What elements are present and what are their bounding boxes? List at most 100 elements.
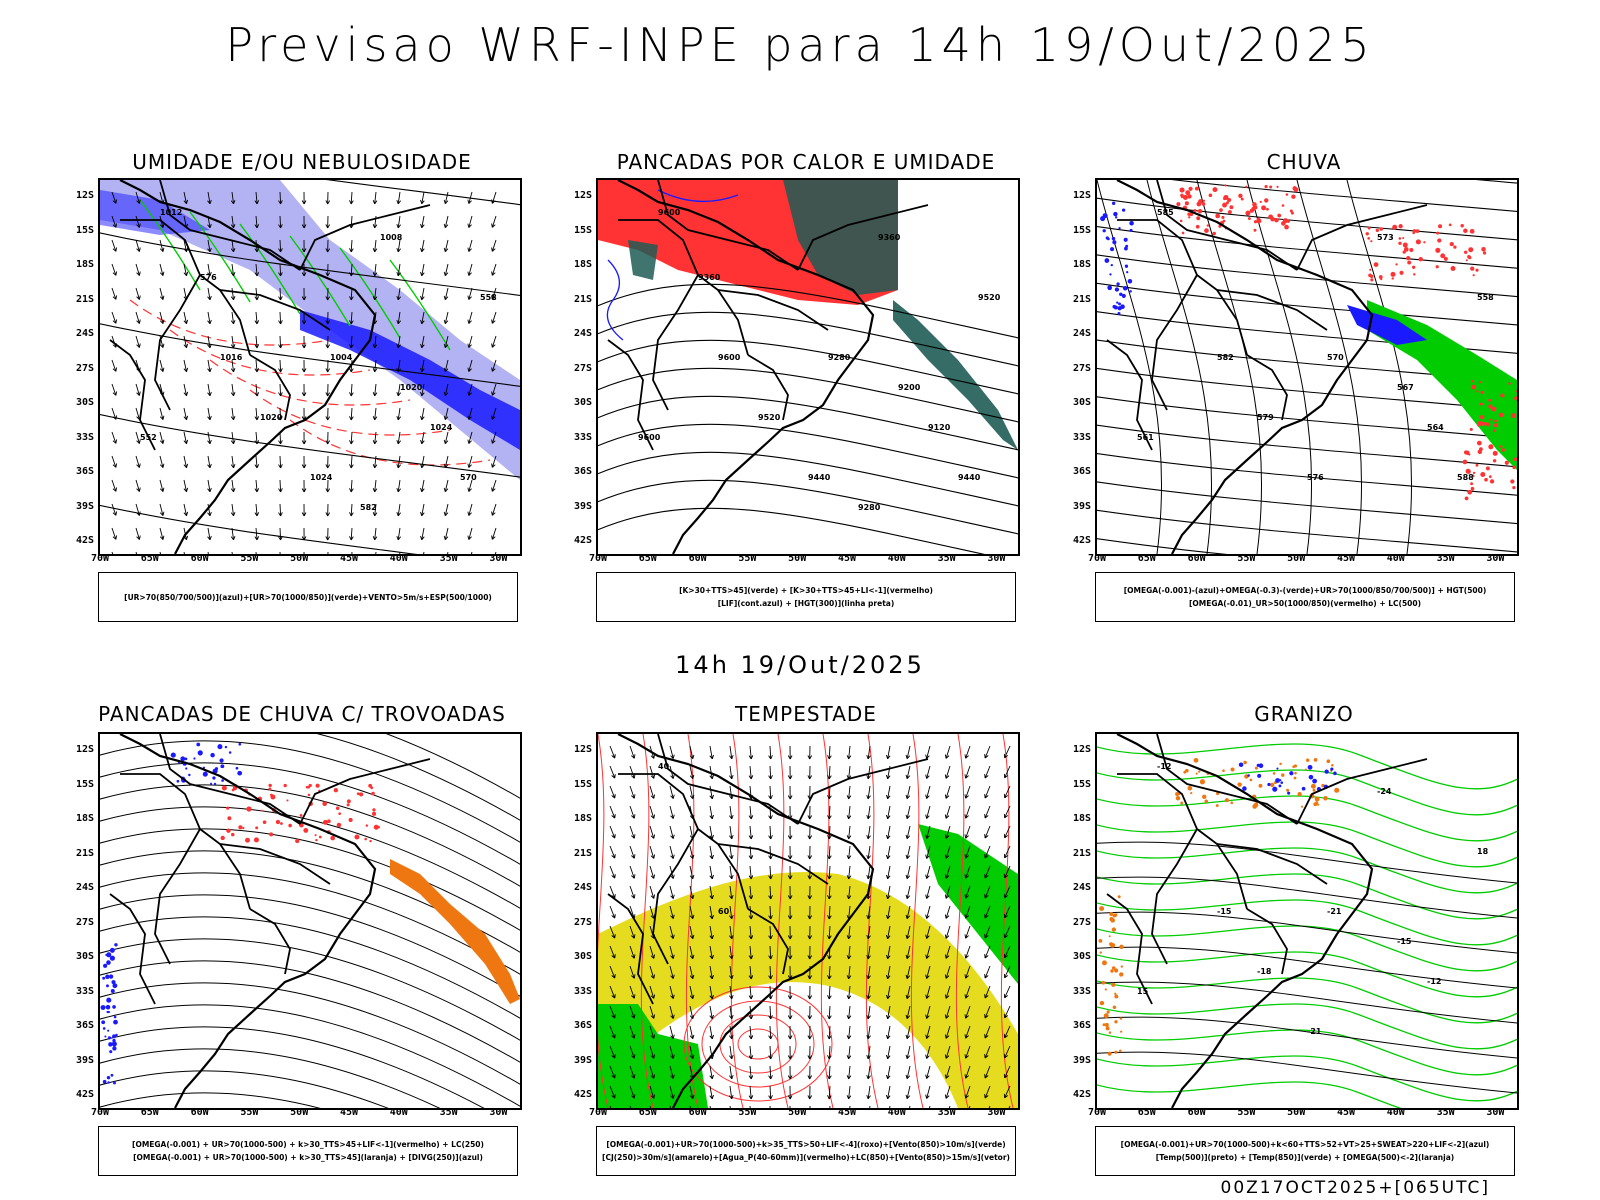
contour-label: 9360 bbox=[878, 233, 901, 242]
legend-line: [LIF](cont.azul) + [HGT(300)](linha pret… bbox=[717, 599, 895, 608]
latitude-tick-label: 21S bbox=[75, 293, 94, 305]
longitude-tick-label: 55W bbox=[1237, 553, 1256, 564]
contour-label: 9280 bbox=[828, 353, 851, 362]
legend-line: [OMEGA(-0.001) + UR>70(1000-500) + k>30_… bbox=[132, 1140, 484, 1149]
contour-label: 573 bbox=[1377, 233, 1394, 242]
longitude-tick-label: 35W bbox=[439, 553, 458, 564]
latitude-tick-label: 12S bbox=[573, 190, 592, 201]
latitude-tick-label: 39S bbox=[1072, 1054, 1091, 1066]
longitude-tick-label: 35W bbox=[937, 1107, 956, 1118]
longitude-tick-label: 50W bbox=[1287, 553, 1306, 564]
contour-label: -21 bbox=[1327, 907, 1342, 916]
contour-label: 9600 bbox=[658, 208, 681, 217]
latitude-tick-label: 21S bbox=[1072, 293, 1091, 305]
longitude-tick-label: 30W bbox=[1486, 1107, 1505, 1118]
contour-label: 558 bbox=[1477, 293, 1494, 302]
latitude-tick-label: 18S bbox=[75, 813, 94, 824]
latitude-tick-label: 33S bbox=[573, 985, 592, 997]
latitude-tick-label: 21S bbox=[573, 293, 592, 305]
latitude-tick-label: 12S bbox=[1072, 190, 1091, 201]
contour-label: -15 bbox=[1397, 937, 1412, 946]
panel-legend: [OMEGA(-0.001) + UR>70(1000-500) + k>30_… bbox=[98, 1126, 518, 1176]
longitude-tick-label: 40W bbox=[1386, 1107, 1405, 1118]
contour-label: 570 bbox=[460, 473, 477, 482]
longitude-tick-label: 40W bbox=[389, 553, 408, 564]
latitude-tick-label: 24S bbox=[1072, 882, 1091, 893]
latitude-tick-label: 12S bbox=[573, 744, 592, 755]
latitude-tick-label: 27S bbox=[573, 362, 592, 374]
contour-label: 9520 bbox=[978, 293, 1001, 302]
weather-map: 585 582 579 576 573 570 567 564 561 558 588 bbox=[1097, 180, 1517, 554]
latitude-tick-label: 30S bbox=[75, 397, 94, 408]
longitude-tick-label: 60W bbox=[688, 1107, 707, 1118]
longitude-tick-label: 45W bbox=[1336, 1107, 1356, 1118]
middle-title: 14h 19/Out/2025 bbox=[675, 651, 925, 679]
latitude-tick-label: 33S bbox=[1072, 985, 1091, 997]
weather-map: -12 -15 -18 -21 -24 -21 -15 -12 15 18 bbox=[1097, 734, 1517, 1108]
legend-line: [OMEGA(-0.001)+UR>70(1000-500)+k<60+TTS>… bbox=[1120, 1140, 1490, 1149]
longitude-tick-label: 55W bbox=[240, 1107, 259, 1118]
longitude-tick-label: 70W bbox=[588, 1107, 608, 1118]
panel-legend: [OMEGA(-0.001)+UR>70(1000-500)+k>35_TTS>… bbox=[596, 1126, 1016, 1176]
longitude-tick-label: 65W bbox=[140, 1107, 159, 1118]
longitude-tick-label: 35W bbox=[439, 1107, 458, 1118]
contour-label: -15 bbox=[1217, 907, 1232, 916]
longitude-tick-label: 65W bbox=[638, 553, 657, 564]
longitude-tick-label: 50W bbox=[290, 553, 309, 564]
longitude-tick-label: 60W bbox=[688, 553, 707, 564]
longitude-tick-label: 45W bbox=[339, 553, 359, 564]
contour-label: -24 bbox=[1377, 787, 1392, 796]
latitude-tick-label: 42S bbox=[573, 535, 592, 546]
contour-label: 9280 bbox=[858, 503, 881, 512]
latitude-tick-label: 30S bbox=[573, 951, 592, 962]
latitude-tick-label: 24S bbox=[573, 882, 592, 893]
contour-label: 576 bbox=[200, 273, 217, 282]
longitude-tick-label: 65W bbox=[1137, 1107, 1156, 1118]
contour-label: 9120 bbox=[928, 423, 951, 432]
contour-label: 9440 bbox=[808, 473, 831, 482]
page-title: Previsao WRF-INPE para 14h 19/Out/2025 bbox=[225, 18, 1375, 72]
map-panel bbox=[98, 732, 522, 1110]
contour-label: 60 bbox=[718, 907, 730, 916]
latitude-tick-label: 21S bbox=[573, 847, 592, 859]
contour-label: -12 bbox=[1157, 762, 1171, 771]
legend-line: [OMEGA(-0.001) + UR>70(1000-500) + k>30_… bbox=[133, 1153, 483, 1162]
latitude-tick-label: 12S bbox=[75, 190, 94, 201]
latitude-tick-label: 15S bbox=[573, 224, 592, 236]
longitude-tick-label: 45W bbox=[837, 553, 857, 564]
latitude-tick-label: 24S bbox=[573, 328, 592, 339]
contour-label: 9360 bbox=[698, 273, 721, 282]
latitude-tick-label: 24S bbox=[75, 882, 94, 893]
latitude-tick-label: 42S bbox=[75, 1089, 94, 1100]
latitude-tick-label: 36S bbox=[573, 466, 592, 477]
latitude-tick-label: 12S bbox=[1072, 744, 1091, 755]
latitude-tick-label: 18S bbox=[1072, 259, 1091, 270]
weather-map: 1012 1016 1020 1024 1008 1004 1020 1024 552 558 57… bbox=[100, 180, 520, 554]
latitude-tick-label: 15S bbox=[1072, 778, 1091, 790]
latitude-tick-label: 42S bbox=[573, 1089, 592, 1100]
latitude-tick-label: 42S bbox=[75, 535, 94, 546]
longitude-tick-label: 50W bbox=[788, 1107, 807, 1118]
panel-legend: [K>30+TTS>45](verde) + [K>30+TTS>45+LI<-… bbox=[596, 572, 1016, 622]
longitude-tick-label: 55W bbox=[240, 553, 259, 564]
legend-line: [OMEGA(-0.001)+UR>70(1000-500)+k>35_TTS>… bbox=[606, 1140, 1006, 1149]
contour-label: 1016 bbox=[220, 353, 243, 362]
latitude-tick-label: 24S bbox=[1072, 328, 1091, 339]
latitude-tick-label: 30S bbox=[1072, 951, 1091, 962]
panel-legend: [OMEGA(-0.001)-(azul)+OMEGA(-0.3)-(verde… bbox=[1095, 572, 1515, 622]
latitude-tick-label: 18S bbox=[573, 813, 592, 824]
contour-label: 9520 bbox=[758, 413, 781, 422]
contour-label: 582 bbox=[1217, 353, 1234, 362]
longitude-tick-label: 35W bbox=[1436, 1107, 1455, 1118]
latitude-tick-label: 27S bbox=[1072, 362, 1091, 374]
longitude-tick-label: 45W bbox=[837, 1107, 857, 1118]
legend-line: [OMEGA(-0.01)_UR>50(1000/850)(vermelho) … bbox=[1188, 599, 1422, 608]
longitude-tick-label: 35W bbox=[937, 553, 956, 564]
longitude-tick-label: 30W bbox=[1486, 553, 1505, 564]
longitude-tick-label: 40W bbox=[887, 1107, 906, 1118]
contour-label: 582 bbox=[360, 503, 377, 512]
panel-title: PANCADAS DE CHUVA C/ TROVOADAS bbox=[98, 702, 506, 726]
longitude-tick-label: 65W bbox=[638, 1107, 657, 1118]
contour-label: 9440 bbox=[958, 473, 981, 482]
longitude-tick-label: 50W bbox=[788, 553, 807, 564]
